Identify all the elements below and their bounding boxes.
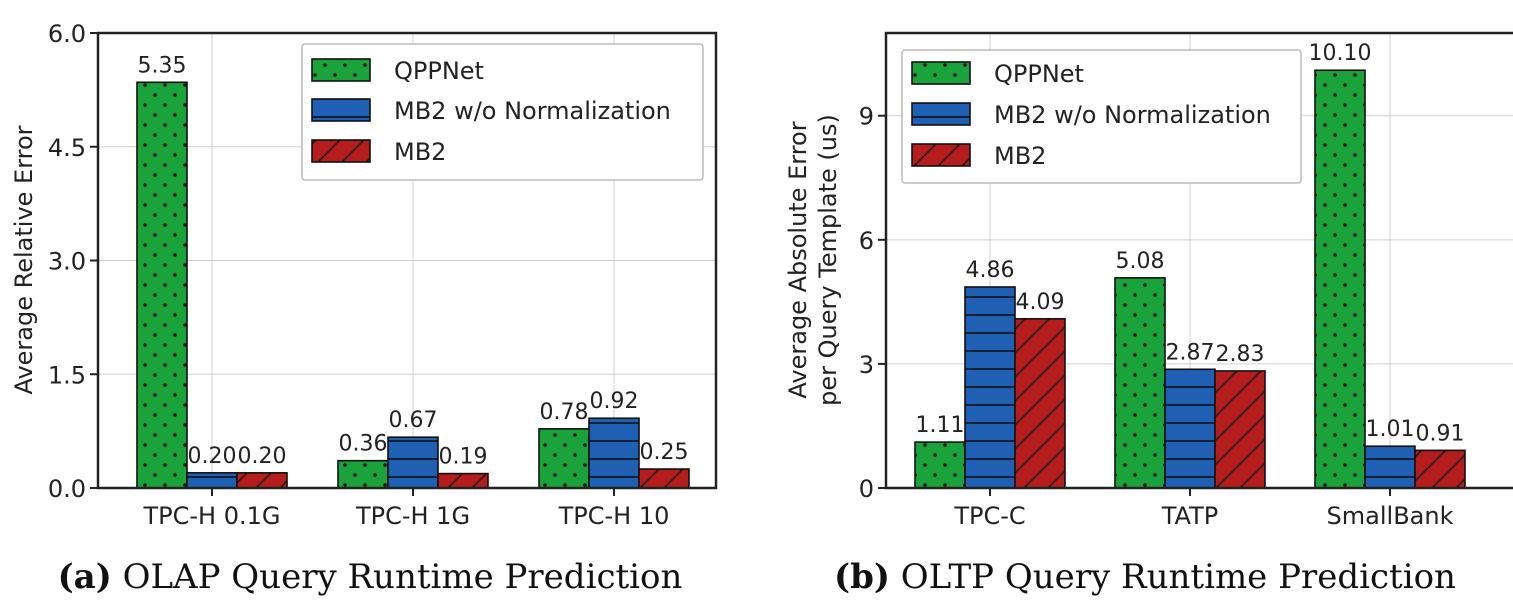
caption-text: OLAP Query Runtime Prediction <box>112 557 683 597</box>
legend: QPPNet MB2 w/o Normalization MB2 <box>301 43 704 181</box>
bar-pattern <box>236 472 288 489</box>
legend-box <box>901 49 1302 184</box>
legend-swatch-pattern <box>911 143 971 167</box>
x-tick-label: SmallBank <box>1327 502 1454 530</box>
caption-label: (a) <box>58 557 112 597</box>
bar-pattern <box>1364 445 1416 489</box>
data-label: 2.83 <box>1216 342 1265 367</box>
data-label: 0.92 <box>590 389 639 414</box>
legend-label: MB2 w/o Normalization <box>994 101 1271 129</box>
bar-pattern <box>1314 69 1366 489</box>
bar-pattern <box>588 417 640 489</box>
bar <box>914 441 966 489</box>
bar-pattern <box>337 459 389 489</box>
bar <box>136 81 188 489</box>
data-label: 0.36 <box>339 432 388 457</box>
legend-swatch-pattern <box>911 102 971 126</box>
data-label: 2.87 <box>1166 340 1215 365</box>
plot-frame <box>884 31 1513 490</box>
data-label: 0.20 <box>238 444 287 469</box>
data-label: 5.08 <box>1116 249 1165 274</box>
data-label: 0.20 <box>188 444 237 469</box>
bar <box>1364 445 1416 489</box>
bar <box>337 459 389 489</box>
legend-label: MB2 <box>994 142 1046 170</box>
bar-pattern <box>1414 449 1466 489</box>
data-label: 1.01 <box>1366 417 1415 442</box>
bar <box>1114 277 1166 489</box>
legend: QPPNet MB2 w/o Normalization MB2 <box>901 49 1302 184</box>
y-tick-label: 0.0 <box>48 475 86 503</box>
bar <box>387 436 439 489</box>
x-tick-label: TPC-H 1G <box>355 502 470 530</box>
legend-swatch-pattern <box>911 61 971 85</box>
bar <box>588 417 640 489</box>
legend-swatch-pattern <box>311 139 371 163</box>
y-axis-title-line2: per Query Template (us) <box>814 114 842 406</box>
bar-pattern <box>638 468 690 489</box>
bar-pattern <box>186 472 238 489</box>
data-label: 0.67 <box>389 408 438 433</box>
y-tick-label: 4.5 <box>48 134 86 162</box>
y-tick-label: 3.0 <box>48 248 86 276</box>
bar <box>538 428 590 489</box>
x-tick-label: TATP <box>1161 502 1218 530</box>
legend-label: MB2 <box>394 138 446 166</box>
x-tick-label: TPC-C <box>953 502 1025 530</box>
y-tick-label: 6.0 <box>48 20 86 48</box>
data-label: 1.11 <box>916 413 965 438</box>
y-tick-label: 1.5 <box>48 361 86 389</box>
y-tick-label: 9 <box>859 103 874 131</box>
bar <box>186 472 238 489</box>
bar-pattern <box>1014 318 1066 489</box>
legend-swatch-pattern <box>311 98 371 122</box>
bar <box>1014 318 1066 489</box>
x-tick-label: TPC-H 10 <box>558 502 670 530</box>
bar <box>1164 368 1216 489</box>
legend-label: QPPNet <box>994 60 1084 88</box>
data-label: 0.78 <box>540 400 589 425</box>
bar-pattern <box>437 472 489 489</box>
bar-pattern <box>136 81 188 489</box>
legend-box <box>301 43 704 181</box>
bar-pattern <box>538 428 590 489</box>
data-label: 0.91 <box>1416 421 1465 446</box>
caption-label: (b) <box>834 557 890 597</box>
bar-pattern <box>964 286 1016 489</box>
y-tick-label: 3 <box>859 351 874 379</box>
bar <box>1414 449 1466 489</box>
data-label: 10.10 <box>1309 41 1372 66</box>
data-label: 4.09 <box>1016 290 1065 315</box>
bar <box>236 472 288 489</box>
bar-pattern <box>1214 370 1266 489</box>
y-tick-label: 6 <box>859 227 874 255</box>
data-label: 0.19 <box>439 445 488 470</box>
y-axis-title: Average Relative Error <box>10 125 38 394</box>
data-label: 0.25 <box>640 440 689 465</box>
data-label: 4.86 <box>966 258 1015 283</box>
figure-caption: (a) OLAP Query Runtime Prediction <box>58 557 683 597</box>
data-label: 5.35 <box>138 53 187 78</box>
y-tick-label: 0 <box>859 475 874 503</box>
legend-label: MB2 w/o Normalization <box>394 97 671 125</box>
bar-pattern <box>914 441 966 489</box>
x-tick-label: TPC-H 0.1G <box>143 502 281 530</box>
bar-pattern <box>1114 277 1166 489</box>
bar <box>1214 370 1266 489</box>
bar <box>437 472 489 489</box>
bar-pattern <box>387 436 439 489</box>
y-axis-title: Average Absolute Error <box>784 121 812 398</box>
caption-text: OLTP Query Runtime Prediction <box>890 557 1456 597</box>
bar-pattern <box>1164 368 1216 489</box>
legend-label: QPPNet <box>394 57 484 85</box>
bar <box>1314 69 1366 489</box>
oltp-chart: 1.11 5.08 10.10 4.86 2.87 1.01 4.09 2.83 0.91 0 3 6… <box>784 31 1513 597</box>
legend-swatch-pattern <box>311 58 371 82</box>
bar <box>964 286 1016 489</box>
bar <box>638 468 690 489</box>
figure-caption: (b) OLTP Query Runtime Prediction <box>834 557 1456 597</box>
olap-chart: 5.35 0.36 0.78 0.20 0.67 0.92 0.20 0.19 0.25 0.0 1… <box>10 20 718 597</box>
